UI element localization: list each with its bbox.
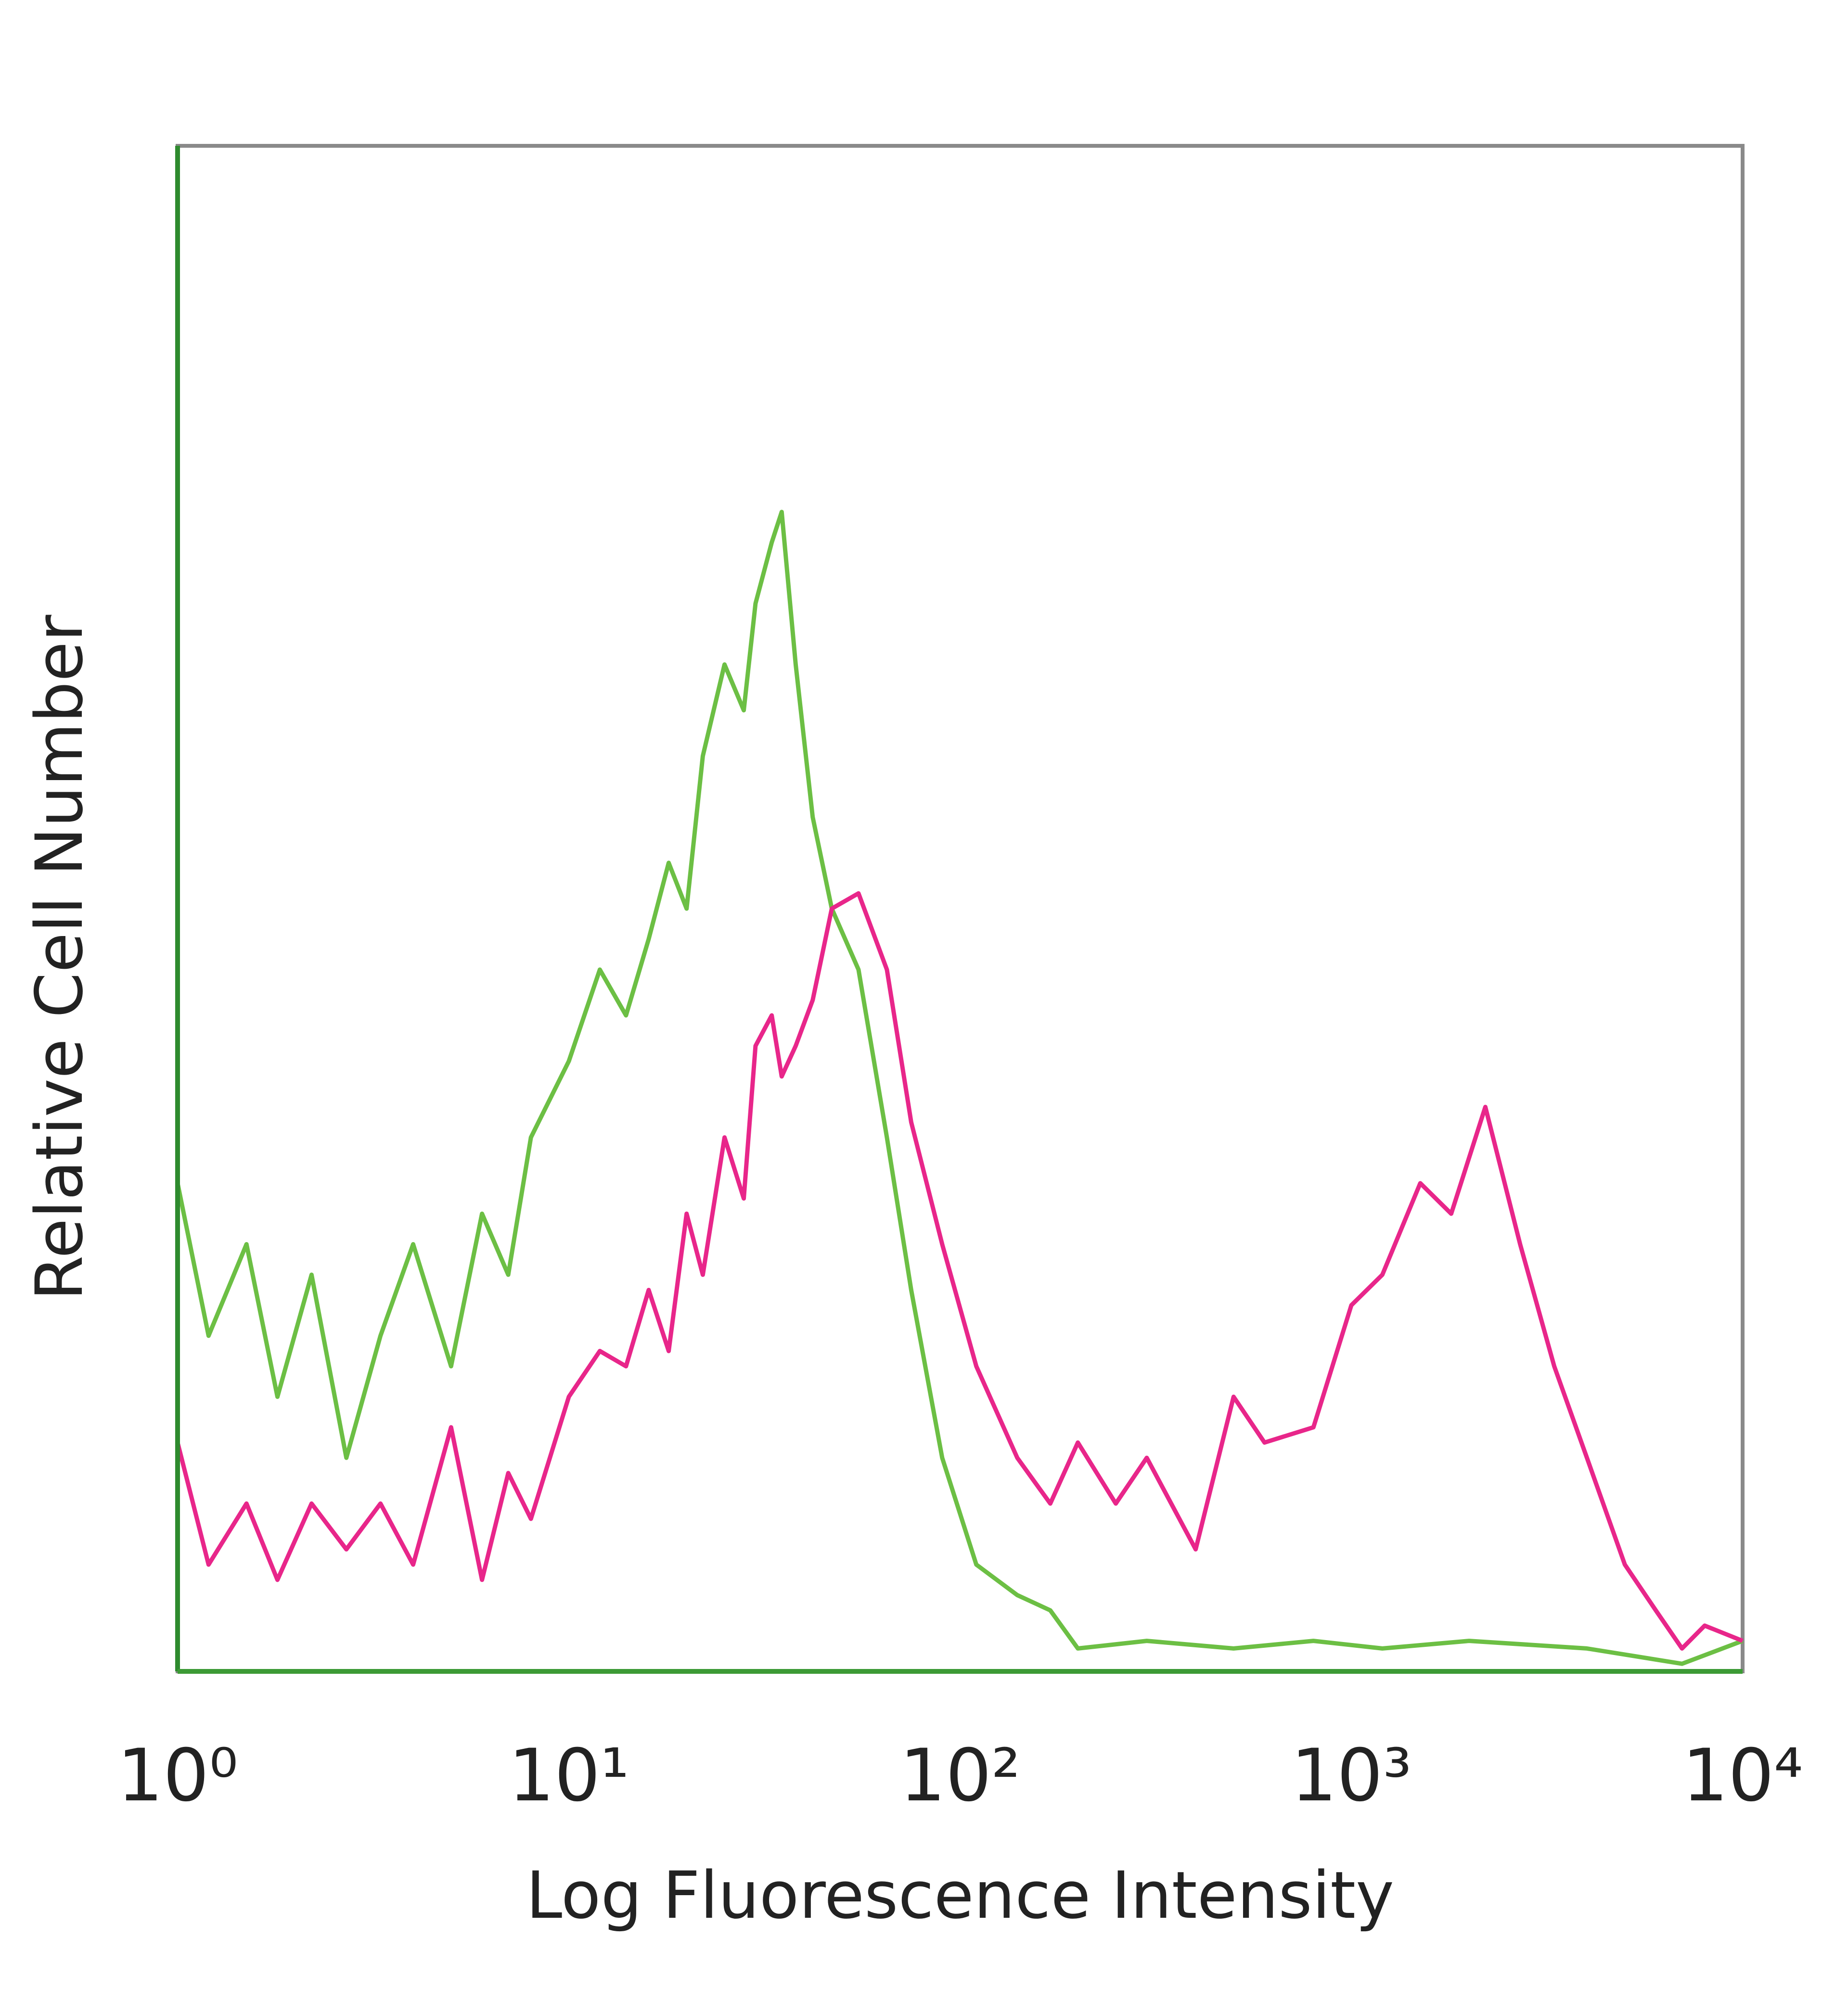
x-tick-label: 10⁰ [117, 1734, 238, 1818]
x-tick-label: 10³ [1291, 1734, 1412, 1818]
x-axis-title: Log Fluorescence Intensity [526, 1858, 1394, 1933]
plot-frame [176, 144, 1745, 1673]
x-tick-label: 10² [899, 1734, 1020, 1818]
x-tick-label: 10⁴ [1682, 1734, 1803, 1818]
x-tick-label: 10¹ [508, 1734, 629, 1818]
y-axis-title: Relative Cell Number [22, 615, 97, 1300]
series-line [175, 891, 1744, 1651]
series-line [175, 510, 1744, 1666]
